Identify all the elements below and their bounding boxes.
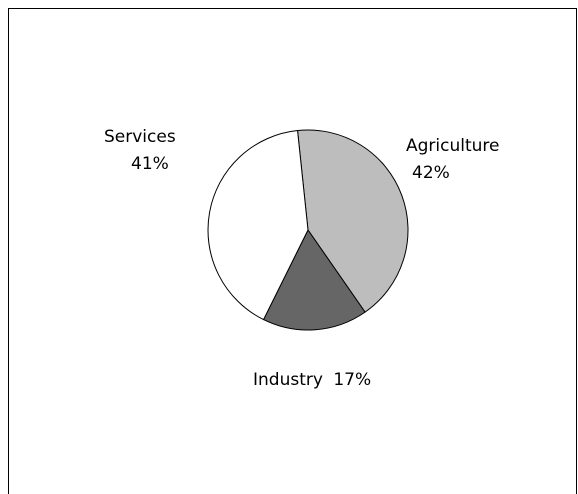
label-industry-pct: 17%	[333, 370, 371, 390]
label-agriculture-name: Agriculture	[406, 136, 500, 156]
label-services-name: Services	[104, 127, 176, 147]
label-agriculture-pct: 42%	[412, 163, 450, 183]
pie-slice-industry	[262, 229, 366, 331]
label-industry: Industry 17%	[253, 370, 371, 390]
pie-slice-agriculture	[296, 129, 409, 313]
pie-slice-services	[207, 129, 309, 321]
label-services-pct: 41%	[131, 154, 169, 174]
pie-slices	[207, 129, 409, 331]
label-industry-name: Industry	[253, 370, 323, 390]
